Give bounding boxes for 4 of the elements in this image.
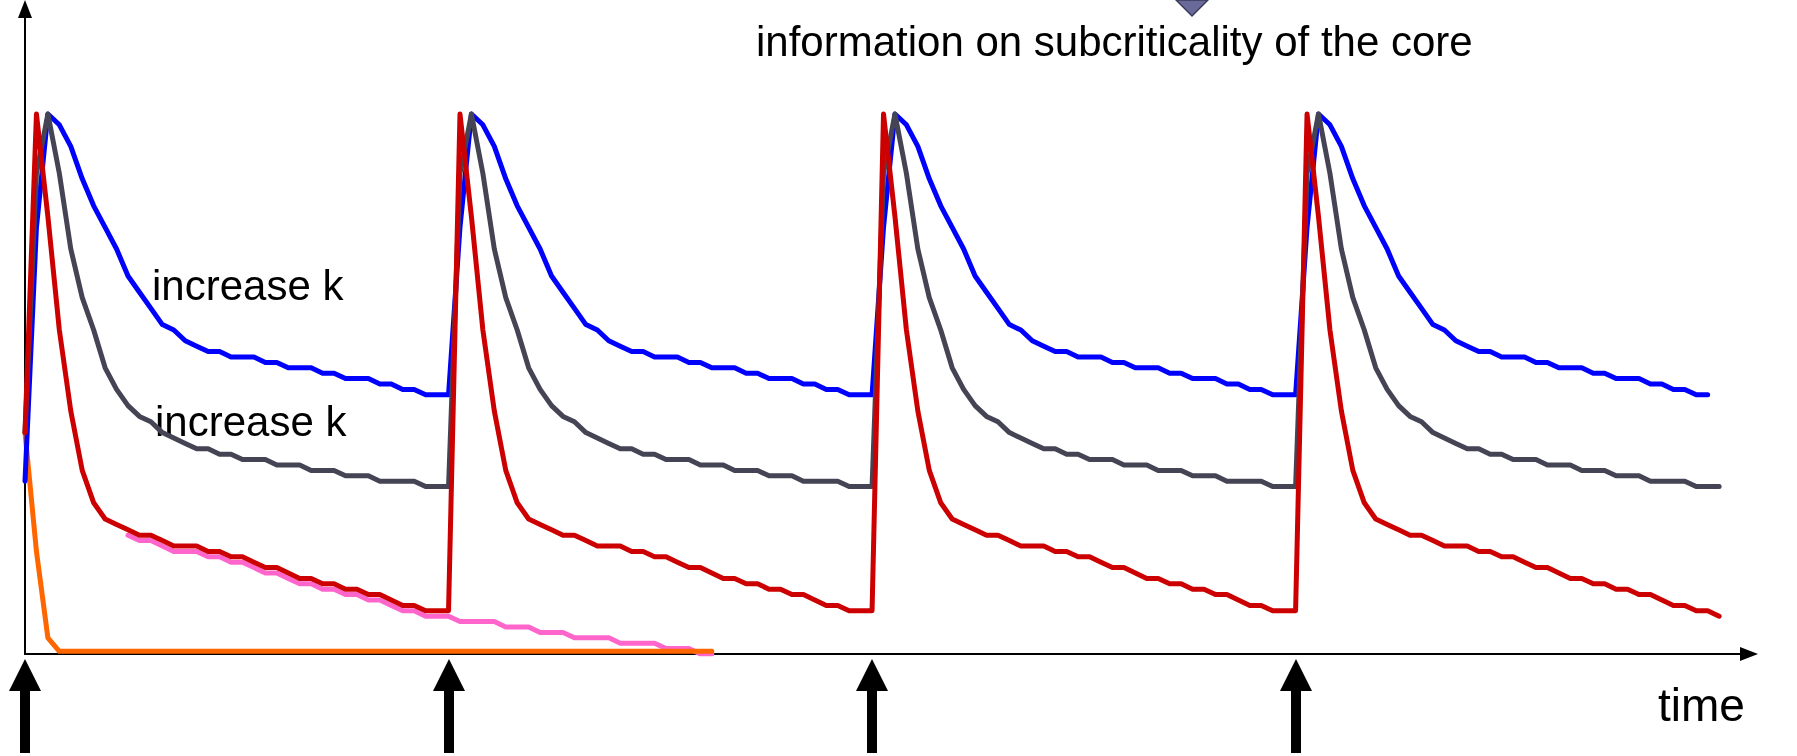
x-axis-title: time: [1658, 679, 1745, 731]
chart-title: information on subcriticality of the core: [756, 17, 1473, 65]
annotation: increase k: [152, 261, 345, 309]
annotation: increase k: [155, 397, 348, 445]
